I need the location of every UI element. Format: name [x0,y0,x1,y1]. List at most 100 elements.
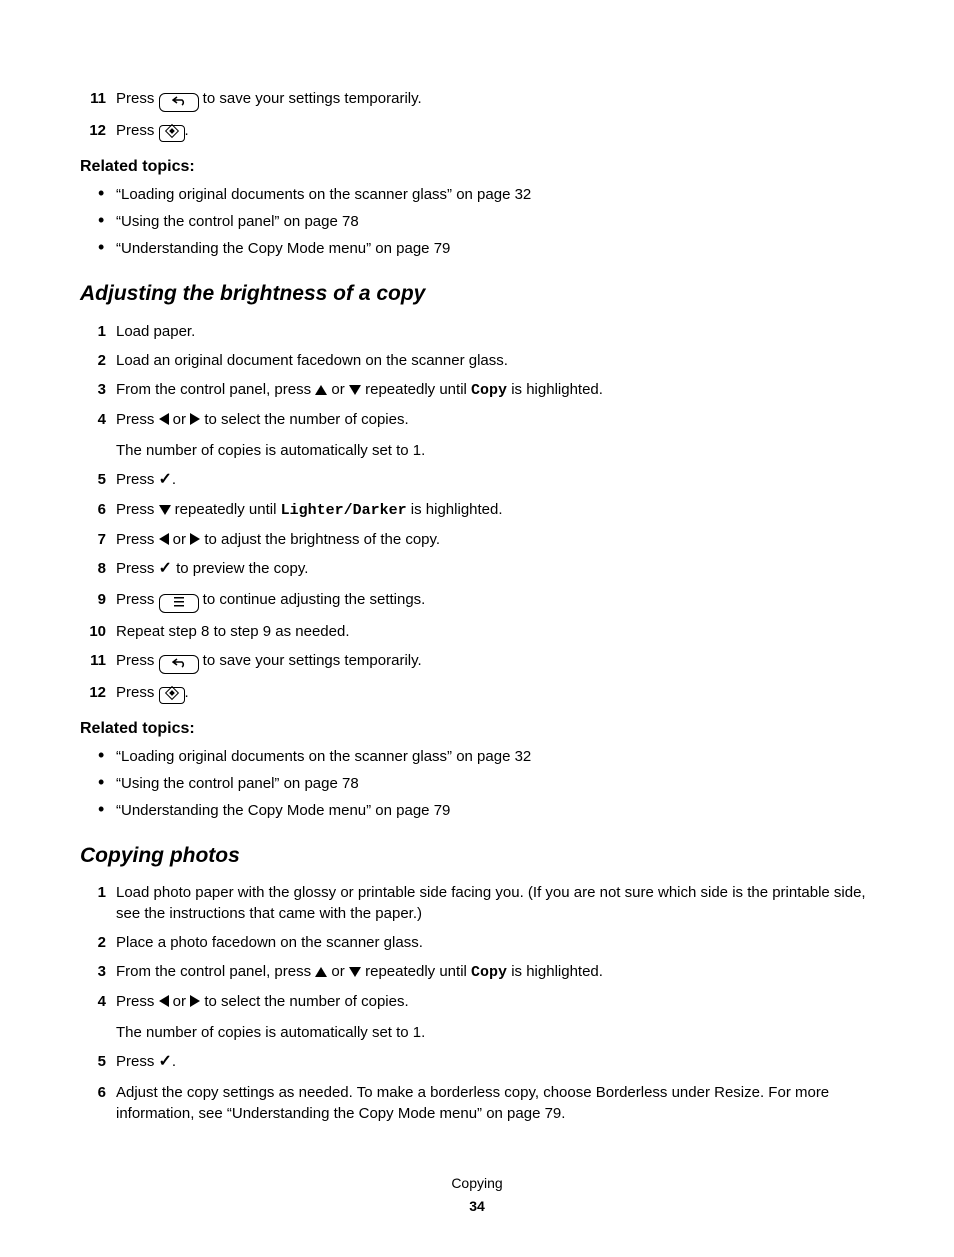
step-text: Press ✓ to preview the copy. [116,558,874,580]
right-arrow-icon [190,533,200,545]
page-footer: Copying 34 [80,1174,874,1217]
step-text: Press . [116,682,874,704]
text: or [169,531,191,548]
step-text: From the control panel, press or repeate… [116,379,874,401]
text: Press [116,684,159,701]
text: to save your settings temporarily. [199,90,422,107]
right-arrow-icon [190,995,200,1007]
step-4-photos: 4 Press or to select the number of copie… [80,991,874,1043]
text: . [172,471,176,488]
text: or [169,411,191,428]
text: repeatedly until [361,963,471,980]
step-2: 2 Load an original document facedown on … [80,350,874,371]
up-arrow-icon [315,385,327,395]
step-7: 7 Press or to adjust the brightness of t… [80,529,874,550]
text: Press [116,501,159,518]
step-4: 4 Press or to select the number of copie… [80,409,874,461]
step-number: 10 [80,621,116,642]
text: is highlighted. [407,501,503,518]
related-link[interactable]: “Loading original documents on the scann… [116,746,874,767]
step-9: 9 Press to continue adjusting the settin… [80,589,874,613]
left-arrow-icon [159,533,169,545]
related-link[interactable]: “Using the control panel” on page 78 [116,211,874,232]
step-number: 8 [80,558,116,579]
step-number: 3 [80,379,116,400]
text: or [327,963,349,980]
step-number: 12 [80,682,116,703]
step-text: Place a photo facedown on the scanner gl… [116,932,874,953]
check-icon: ✓ [159,1053,172,1070]
text: Press [116,560,159,577]
text: Press [116,90,159,107]
start-button-icon [159,125,185,142]
step-11: 11 Press to save your settings temporari… [80,650,874,674]
step-text: Press or to adjust the brightness of the… [116,529,874,550]
step-text: Press to continue adjusting the settings… [116,589,874,613]
text: is highlighted. [507,381,603,398]
step-text: Adjust the copy settings as needed. To m… [116,1082,874,1124]
step-5-photos: 5 Press ✓. [80,1051,874,1073]
back-button-icon [159,93,199,112]
step-number: 12 [80,120,116,141]
related-link[interactable]: “Loading original documents on the scann… [116,184,874,205]
step-number: 11 [80,650,116,671]
step-3: 3 From the control panel, press or repea… [80,379,874,401]
step-text: From the control panel, press or repeate… [116,961,874,983]
check-icon: ✓ [159,471,172,488]
step-5: 5 Press ✓. [80,469,874,491]
step-number: 1 [80,321,116,342]
left-arrow-icon [159,413,169,425]
menu-button-icon [159,594,199,613]
back-button-icon [159,655,199,674]
step-12-top: 12 Press . [80,120,874,142]
text: Press [116,591,159,608]
step-note: The number of copies is automatically se… [116,1022,874,1043]
step-12: 12 Press . [80,682,874,704]
left-arrow-icon [159,995,169,1007]
text: to continue adjusting the settings. [199,591,426,608]
step-text: Load an original document facedown on th… [116,350,874,371]
step-number: 5 [80,1051,116,1072]
related-topics-list: “Loading original documents on the scann… [80,184,874,259]
related-link[interactable]: “Understanding the Copy Mode menu” on pa… [116,238,874,259]
step-number: 4 [80,991,116,1012]
text: From the control panel, press [116,381,315,398]
text: repeatedly until [361,381,471,398]
step-text: Press ✓. [116,1051,874,1073]
menu-label: Copy [471,964,507,981]
related-link[interactable]: “Understanding the Copy Mode menu” on pa… [116,800,874,821]
step-2-photos: 2 Place a photo facedown on the scanner … [80,932,874,953]
step-11-top: 11 Press to save your settings temporari… [80,88,874,112]
step-number: 3 [80,961,116,982]
down-arrow-icon [159,505,171,515]
page-number: 34 [80,1197,874,1217]
text: to save your settings temporarily. [199,652,422,669]
text: to adjust the brightness of the copy. [200,531,440,548]
step-text: Load photo paper with the glossy or prin… [116,882,874,924]
step-number: 2 [80,932,116,953]
step-text: Press or to select the number of copies.… [116,409,874,461]
related-topics-list: “Loading original documents on the scann… [80,746,874,821]
step-8: 8 Press ✓ to preview the copy. [80,558,874,580]
step-1: 1 Load paper. [80,321,874,342]
step-text: Press to save your settings temporarily. [116,88,874,112]
section-heading-brightness: Adjusting the brightness of a copy [80,279,874,308]
text: From the control panel, press [116,963,315,980]
text: is highlighted. [507,963,603,980]
step-number: 5 [80,469,116,490]
menu-label: Copy [471,382,507,399]
text: to select the number of copies. [200,411,408,428]
step-text: Load paper. [116,321,874,342]
check-icon: ✓ [159,560,172,577]
step-10: 10 Repeat step 8 to step 9 as needed. [80,621,874,642]
step-text: Press ✓. [116,469,874,491]
related-topics-heading: Related topics: [80,718,874,740]
text: . [185,122,189,139]
text: Press [116,1053,159,1070]
section-heading-photos: Copying photos [80,841,874,870]
down-arrow-icon [349,385,361,395]
step-text: Repeat step 8 to step 9 as needed. [116,621,874,642]
text: to preview the copy. [172,560,308,577]
related-link[interactable]: “Using the control panel” on page 78 [116,773,874,794]
start-button-icon [159,687,185,704]
